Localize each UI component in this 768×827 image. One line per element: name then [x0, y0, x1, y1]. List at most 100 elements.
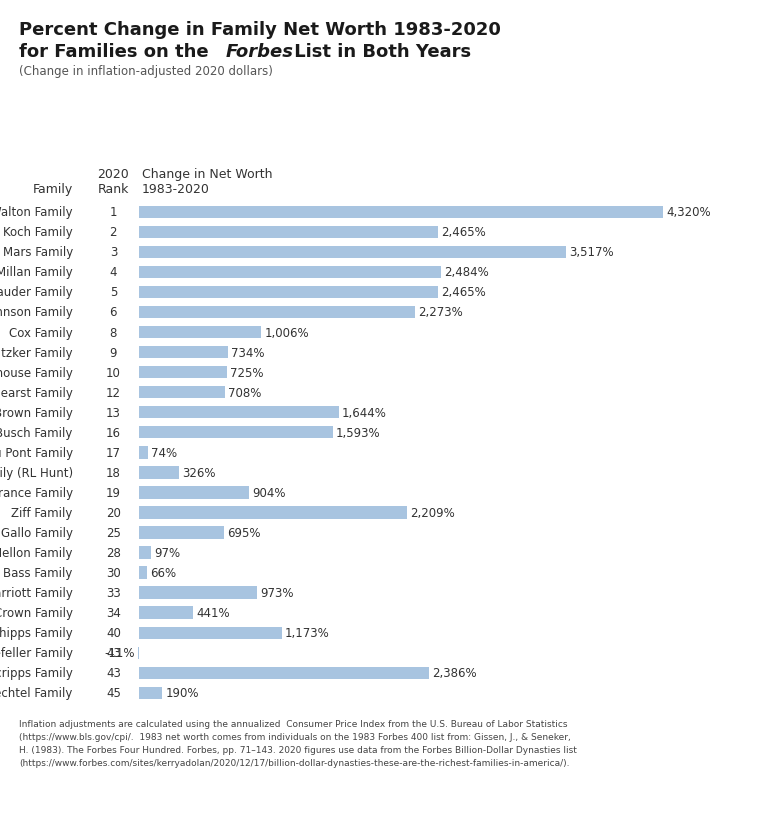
- Text: 4,320%: 4,320%: [667, 206, 711, 219]
- Text: 20: 20: [106, 506, 121, 519]
- Text: Walton Family: Walton Family: [0, 206, 73, 219]
- Text: 43: 43: [106, 647, 121, 659]
- Text: Rockefeller Family: Rockefeller Family: [0, 647, 73, 659]
- Text: 4: 4: [110, 266, 117, 279]
- Text: 1,173%: 1,173%: [285, 627, 329, 639]
- Text: 5: 5: [110, 286, 117, 299]
- Text: 28: 28: [106, 547, 121, 559]
- Text: E.W. Scripps Family: E.W. Scripps Family: [0, 667, 73, 680]
- Text: 2,465%: 2,465%: [442, 226, 486, 239]
- Text: 3,517%: 3,517%: [569, 246, 614, 259]
- Text: 97%: 97%: [154, 547, 180, 559]
- Text: Change in Net Worth
1983-2020: Change in Net Worth 1983-2020: [142, 168, 273, 195]
- Text: 708%: 708%: [228, 386, 262, 399]
- Text: List in Both Years: List in Both Years: [288, 43, 471, 61]
- Text: 2,484%: 2,484%: [444, 266, 488, 279]
- Text: 40: 40: [106, 627, 121, 639]
- Text: S.C. Johnson Family: S.C. Johnson Family: [0, 306, 73, 319]
- Bar: [140, 347, 228, 359]
- Text: Pritzker Family: Pritzker Family: [0, 347, 73, 359]
- Text: 695%: 695%: [227, 527, 260, 539]
- Bar: [140, 206, 664, 218]
- Text: 34: 34: [106, 606, 121, 619]
- Bar: [140, 266, 441, 279]
- Text: 45: 45: [106, 686, 121, 700]
- Text: 33: 33: [106, 586, 121, 600]
- Text: 2,386%: 2,386%: [432, 667, 476, 680]
- Text: Dorrance Family: Dorrance Family: [0, 486, 73, 500]
- Bar: [140, 407, 339, 419]
- Bar: [140, 486, 249, 499]
- Text: Newhouse Family: Newhouse Family: [0, 366, 73, 379]
- Bar: [140, 466, 179, 479]
- Text: 1,593%: 1,593%: [336, 426, 380, 439]
- Bar: [140, 566, 147, 579]
- Bar: [140, 246, 566, 259]
- Text: 2: 2: [110, 226, 117, 239]
- Text: Crown Family: Crown Family: [0, 606, 73, 619]
- Bar: [140, 447, 148, 459]
- Text: 1: 1: [110, 206, 117, 219]
- Bar: [140, 327, 261, 339]
- Text: 8: 8: [110, 326, 117, 339]
- Text: Gallo Family: Gallo Family: [1, 527, 73, 539]
- Text: Lauder Family: Lauder Family: [0, 286, 73, 299]
- Bar: [140, 667, 429, 679]
- Text: 12: 12: [106, 386, 121, 399]
- Text: 43: 43: [106, 667, 121, 680]
- Text: 3: 3: [110, 246, 117, 259]
- Text: Inflation adjustments are calculated using the annualized  Consumer Price Index : Inflation adjustments are calculated usi…: [19, 719, 577, 767]
- Text: Cargill-MacMillan Family: Cargill-MacMillan Family: [0, 266, 73, 279]
- Text: Mellon Family: Mellon Family: [0, 547, 73, 559]
- Text: 18: 18: [106, 466, 121, 480]
- Text: Koch Family: Koch Family: [3, 226, 73, 239]
- Text: 2,273%: 2,273%: [418, 306, 463, 319]
- Text: Busch Family: Busch Family: [0, 426, 73, 439]
- Text: Bechtel Family: Bechtel Family: [0, 686, 73, 700]
- Text: Percent Change in Family Net Worth 1983-2020: Percent Change in Family Net Worth 1983-…: [19, 21, 501, 39]
- Text: 904%: 904%: [252, 486, 286, 500]
- Bar: [140, 627, 282, 639]
- Text: Hearst Family: Hearst Family: [0, 386, 73, 399]
- Text: Cox Family: Cox Family: [9, 326, 73, 339]
- Bar: [140, 227, 439, 239]
- Text: 1,644%: 1,644%: [342, 406, 386, 419]
- Text: 6: 6: [110, 306, 117, 319]
- Text: Ziff Family: Ziff Family: [12, 506, 73, 519]
- Text: Family: Family: [32, 183, 73, 195]
- Text: Du Pont Family: Du Pont Family: [0, 447, 73, 459]
- Bar: [140, 386, 225, 399]
- Text: 13: 13: [106, 406, 121, 419]
- Bar: [140, 527, 223, 539]
- Text: Marriott Family: Marriott Family: [0, 586, 73, 600]
- Bar: [140, 286, 439, 299]
- Bar: [138, 647, 140, 659]
- Bar: [140, 607, 193, 619]
- Text: 190%: 190%: [166, 686, 199, 700]
- Text: for Families on the: for Families on the: [19, 43, 215, 61]
- Text: 16: 16: [106, 426, 121, 439]
- Bar: [140, 687, 163, 700]
- Text: 10: 10: [106, 366, 121, 379]
- Text: 2,465%: 2,465%: [442, 286, 486, 299]
- Text: 734%: 734%: [231, 347, 265, 359]
- Text: Bass Family: Bass Family: [3, 566, 73, 580]
- Text: Mars Family: Mars Family: [2, 246, 73, 259]
- Bar: [140, 366, 227, 379]
- Text: 74%: 74%: [151, 447, 177, 459]
- Bar: [140, 586, 257, 599]
- Text: 9: 9: [110, 347, 117, 359]
- Bar: [140, 427, 333, 439]
- Text: 66%: 66%: [151, 566, 177, 580]
- Text: 2020
Rank: 2020 Rank: [98, 168, 129, 195]
- Text: 725%: 725%: [230, 366, 264, 379]
- Text: 17: 17: [106, 447, 121, 459]
- Text: 30: 30: [106, 566, 121, 580]
- Text: 1,006%: 1,006%: [264, 326, 309, 339]
- Text: 2,209%: 2,209%: [410, 506, 455, 519]
- Text: Brown Family: Brown Family: [0, 406, 73, 419]
- Text: 25: 25: [106, 527, 121, 539]
- Bar: [140, 307, 415, 319]
- Text: (Change in inflation-adjusted 2020 dollars): (Change in inflation-adjusted 2020 dolla…: [19, 65, 273, 79]
- Text: 326%: 326%: [182, 466, 216, 480]
